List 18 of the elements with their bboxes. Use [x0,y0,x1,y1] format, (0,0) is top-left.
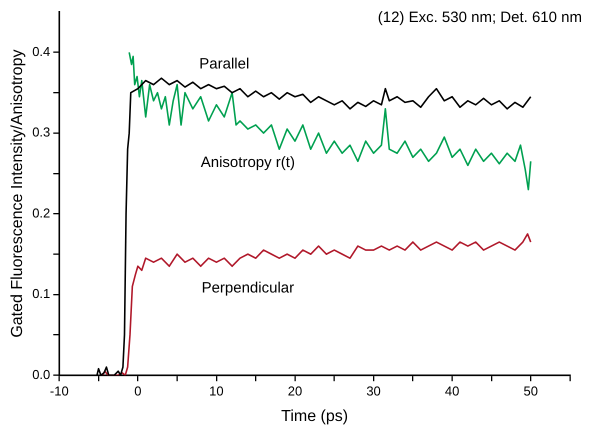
chart-title: (12) Exc. 530 nm; Det. 610 nm [378,9,582,26]
x-tick-label: 40 [444,384,460,399]
y-tick-label: 0.1 [32,286,50,302]
series-label: Perpendicular [202,279,294,296]
series-label: Parallel [199,55,250,72]
y-tick-label: 0.4 [32,44,50,59]
x-axis-title: Time (ps) [281,408,348,425]
x-tick-label: 50 [523,384,538,399]
x-tick-label: -10 [50,384,69,399]
y-tick-label: 0.3 [32,124,50,140]
x-tick-label: 20 [288,384,302,399]
y-axis-title: Gated Fluorescence Intensity/Anisotropy [9,50,26,338]
series-label: Anisotropy r(t) [200,154,295,172]
x-tick-label: 10 [209,384,224,399]
x-tick-label: 30 [366,384,381,399]
x-tick-label: 0 [134,384,142,399]
text: 0.0 [32,366,50,382]
y-tick-label: 0.2 [32,205,50,220]
